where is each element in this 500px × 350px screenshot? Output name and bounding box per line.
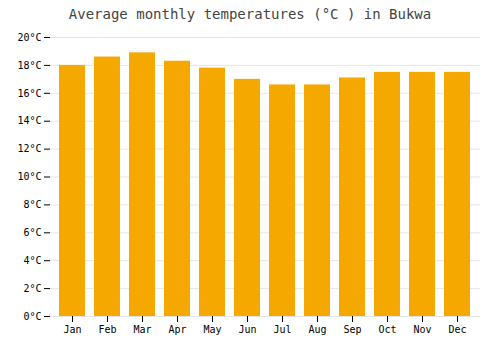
- svg-text:12°C: 12°C: [17, 143, 41, 154]
- svg-text:Feb: Feb: [98, 324, 116, 335]
- svg-text:16°C: 16°C: [17, 88, 41, 99]
- svg-text:Jun: Jun: [238, 324, 256, 335]
- svg-text:Jul: Jul: [273, 324, 291, 335]
- html-text:Average monthly temperatures (: Average monthly temperatures (°C ) in Bu…: [68, 6, 432, 22]
- svg-text:20°C: 20°C: [17, 32, 41, 43]
- svg-text:Sep: Sep: [343, 324, 361, 335]
- svg-text:14°C: 14°C: [17, 115, 41, 126]
- svg-text:Mar: Mar: [133, 324, 151, 335]
- svg-text:2°C: 2°C: [23, 283, 41, 294]
- svg-text:8°C: 8°C: [23, 199, 41, 210]
- svg-text:Oct: Oct: [378, 324, 396, 335]
- svg-text:6°C: 6°C: [23, 227, 41, 238]
- svg-text:May: May: [203, 324, 221, 335]
- svg-text:0°C: 0°C: [23, 311, 41, 322]
- svg-text:Aug: Aug: [308, 324, 326, 335]
- svg-text:Apr: Apr: [168, 324, 186, 335]
- svg-text:Jan: Jan: [63, 324, 81, 335]
- svg-text:10°C: 10°C: [17, 171, 41, 182]
- svg-text:Dec: Dec: [448, 324, 466, 335]
- svg-text:4°C: 4°C: [23, 255, 41, 266]
- svg-text:18°C: 18°C: [17, 60, 41, 71]
- svg-text:Nov: Nov: [413, 324, 431, 335]
